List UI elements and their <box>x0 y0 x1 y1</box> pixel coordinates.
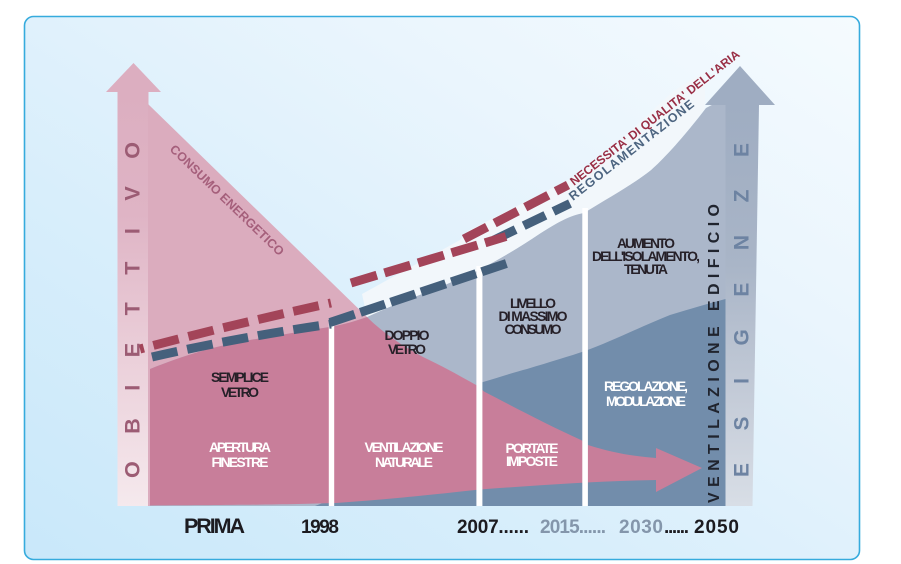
svg-text:1998: 1998 <box>301 517 339 538</box>
svg-text:PRIMA: PRIMA <box>184 514 245 538</box>
svg-text:2050: 2050 <box>694 517 739 538</box>
svg-text:2015......: 2015...... <box>540 517 606 538</box>
svg-text:......: ...... <box>664 517 689 538</box>
svg-text:NATURALE: NATURALE <box>375 455 433 470</box>
svg-text:IMPOSTE: IMPOSTE <box>506 454 558 469</box>
svg-text:MODULAZIONE: MODULAZIONE <box>606 394 686 409</box>
svg-text:AUMENTO: AUMENTO <box>617 236 675 251</box>
svg-text:OBIETTIVO: OBIETTIVO <box>121 142 145 478</box>
svg-text:PORTATE: PORTATE <box>506 441 559 456</box>
svg-text:REGOLAZIONE,: REGOLAZIONE, <box>604 379 688 394</box>
svg-text:VETRO: VETRO <box>221 385 259 400</box>
svg-text:DI MASSIMO: DI MASSIMO <box>499 309 568 324</box>
svg-text:FINESTRE: FINESTRE <box>212 455 269 470</box>
svg-text:DOPPIO: DOPPIO <box>385 328 430 343</box>
svg-text:DELL'ISOLAMENTO,: DELL'ISOLAMENTO, <box>592 249 700 264</box>
svg-text:SEMPLICE: SEMPLICE <box>211 370 269 385</box>
svg-text:TENUTA: TENUTA <box>624 262 668 277</box>
svg-text:VENTILAZIONE: VENTILAZIONE <box>365 440 444 455</box>
svg-text:VENTILAZIONE EDIFICIO: VENTILAZIONE EDIFICIO <box>706 204 723 503</box>
svg-text:2030: 2030 <box>619 517 663 538</box>
svg-text:2007......: 2007...... <box>457 517 529 538</box>
svg-text:VETRO: VETRO <box>388 342 426 357</box>
svg-text:LIVELLO: LIVELLO <box>510 296 556 311</box>
svg-text:APERTURA: APERTURA <box>209 440 271 455</box>
svg-text:CONSUMO: CONSUMO <box>505 322 562 337</box>
